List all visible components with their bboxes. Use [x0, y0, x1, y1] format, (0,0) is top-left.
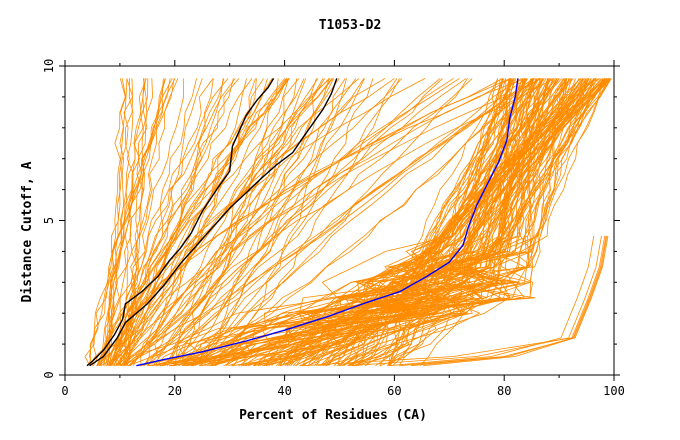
model-curve [199, 78, 512, 367]
model-curve [178, 78, 563, 367]
model-curve [159, 78, 540, 367]
model-curve [100, 78, 330, 367]
model-curve [114, 78, 147, 366]
x-tick-label: 0 [61, 384, 68, 398]
model-curve [108, 78, 504, 366]
model-curve [423, 235, 608, 367]
model-curve [106, 78, 126, 366]
series-line-2 [89, 78, 338, 367]
model-curve [388, 235, 595, 367]
highlighted-series [86, 78, 519, 367]
model-curve [319, 78, 512, 366]
x-tick-label: 60 [387, 384, 401, 398]
model-curve [192, 78, 581, 367]
x-tick-label: 20 [168, 384, 182, 398]
model-curve [173, 78, 473, 366]
model-curve [120, 78, 443, 367]
model-curve [143, 78, 360, 366]
model-curve [201, 78, 365, 366]
model-curve [302, 235, 606, 367]
model-curve [122, 78, 527, 367]
model-curve [314, 78, 513, 366]
model-curve [172, 78, 542, 367]
model-curve [88, 78, 253, 366]
x-tick-label: 100 [603, 384, 625, 398]
model-curve [98, 78, 288, 366]
model-curve [288, 78, 607, 366]
model-curve [398, 78, 527, 366]
model-curve [190, 78, 468, 367]
model-curve [399, 235, 609, 367]
model-curve [334, 78, 571, 366]
model-curve [181, 78, 319, 366]
model-curve [379, 78, 555, 366]
model-curve [198, 78, 540, 367]
model-curve [124, 78, 257, 367]
model-curve [230, 78, 608, 367]
y-tick-label: 10 [42, 59, 56, 73]
model-curve [275, 78, 590, 367]
model-curve [195, 78, 374, 366]
model-curve [109, 78, 454, 366]
model-curve [116, 78, 224, 366]
model-curve [143, 78, 555, 366]
model-curve [166, 78, 460, 366]
model-curve [336, 78, 526, 367]
model-curve [338, 78, 515, 366]
model-curve [96, 78, 145, 366]
model-curve [410, 235, 607, 367]
model-curve [279, 78, 535, 366]
series-line-1 [86, 78, 275, 367]
model-curve [119, 78, 197, 366]
model-curve [140, 78, 511, 366]
model-curve [192, 78, 534, 366]
model-curve [200, 78, 346, 366]
model-curve [164, 78, 441, 366]
model-curve [328, 78, 587, 366]
x-tick-label: 40 [277, 384, 291, 398]
model-curve [338, 78, 584, 367]
model-curve [386, 78, 594, 366]
model-curve [355, 78, 535, 367]
model-curve [106, 78, 331, 366]
model-curve [108, 78, 274, 366]
model-curve [186, 78, 576, 367]
series-line-3 [136, 78, 519, 367]
model-curve [89, 78, 176, 366]
model-curve [102, 78, 229, 366]
model-curve [147, 78, 542, 366]
model-curve [114, 78, 403, 367]
model-curve [129, 78, 325, 366]
model-curve [84, 78, 173, 366]
model-curve [128, 78, 522, 367]
model-curve [123, 78, 300, 366]
model-curve [204, 78, 340, 366]
x-tick-label: 80 [497, 384, 511, 398]
x-axis-label: Percent of Residues (CA) [239, 408, 427, 423]
model-curve [351, 235, 602, 367]
y-tick-label: 5 [42, 217, 56, 224]
orange-line-bundle [84, 78, 612, 367]
model-curve [348, 78, 551, 367]
model-curve [133, 78, 357, 366]
model-curve [123, 78, 148, 366]
model-curve [223, 78, 503, 367]
model-curve [122, 78, 290, 366]
model-curve [175, 78, 289, 366]
chart-title: T1053-D2 [319, 18, 382, 33]
axis-ticks: 0 20 40 60 80 100 0 5 10 [42, 59, 625, 398]
y-axis-label: Distance Cutoff, A [20, 161, 35, 302]
model-curve [185, 78, 604, 367]
model-curve [152, 78, 541, 366]
model-curve [100, 78, 128, 366]
model-curve [183, 78, 592, 366]
model-curve [124, 78, 154, 366]
y-tick-label: 0 [42, 371, 56, 378]
